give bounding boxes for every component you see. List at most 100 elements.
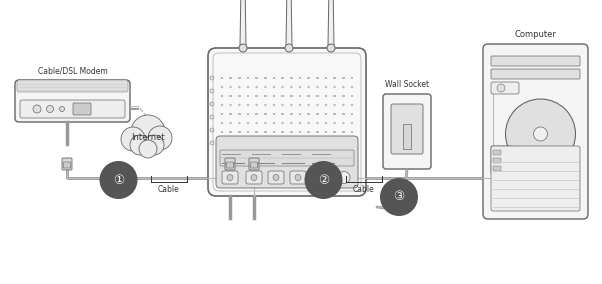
FancyBboxPatch shape	[383, 94, 431, 169]
Bar	[308, 77, 310, 79]
Bar	[273, 167, 275, 169]
Bar	[342, 113, 344, 115]
Circle shape	[316, 176, 318, 178]
Circle shape	[130, 135, 150, 155]
FancyBboxPatch shape	[73, 103, 91, 115]
Bar	[325, 113, 327, 115]
Bar	[238, 131, 241, 133]
Bar	[316, 149, 318, 151]
Circle shape	[334, 104, 336, 106]
Bar	[255, 131, 258, 133]
Polygon shape	[328, 0, 334, 45]
Circle shape	[229, 104, 232, 106]
FancyBboxPatch shape	[220, 150, 354, 166]
Circle shape	[273, 174, 279, 181]
Text: Cable: Cable	[158, 185, 179, 194]
FancyBboxPatch shape	[493, 166, 501, 171]
Bar	[264, 167, 267, 169]
Bar	[308, 149, 310, 151]
Bar	[247, 131, 249, 133]
Circle shape	[264, 122, 267, 124]
Bar	[290, 149, 293, 151]
Circle shape	[285, 44, 293, 52]
Bar	[282, 131, 284, 133]
Circle shape	[316, 86, 318, 88]
Circle shape	[282, 176, 284, 178]
Circle shape	[247, 158, 249, 160]
Bar	[247, 149, 249, 151]
FancyBboxPatch shape	[250, 162, 258, 168]
Circle shape	[325, 158, 327, 160]
Circle shape	[316, 158, 318, 160]
Circle shape	[264, 140, 267, 142]
Circle shape	[210, 102, 214, 106]
Circle shape	[334, 122, 336, 124]
Circle shape	[299, 140, 301, 142]
Circle shape	[290, 158, 293, 160]
Text: ③: ③	[393, 191, 405, 204]
Circle shape	[299, 122, 301, 124]
Bar	[308, 113, 310, 115]
FancyBboxPatch shape	[493, 158, 501, 163]
Circle shape	[295, 174, 301, 181]
Bar	[334, 167, 336, 169]
Bar	[238, 149, 241, 151]
Text: ①: ①	[113, 174, 124, 187]
Bar	[282, 113, 284, 115]
FancyBboxPatch shape	[491, 82, 519, 94]
Circle shape	[316, 104, 318, 106]
Circle shape	[316, 140, 318, 142]
Bar	[282, 77, 284, 79]
Bar	[264, 149, 267, 151]
Bar	[221, 149, 223, 151]
Bar	[299, 95, 301, 97]
Circle shape	[327, 44, 335, 52]
FancyBboxPatch shape	[63, 162, 70, 168]
Circle shape	[139, 140, 157, 158]
Circle shape	[290, 176, 293, 178]
Circle shape	[282, 104, 284, 106]
Circle shape	[210, 128, 214, 132]
Bar	[247, 95, 249, 97]
Bar	[273, 77, 275, 79]
Circle shape	[238, 122, 241, 124]
FancyBboxPatch shape	[226, 162, 234, 168]
Circle shape	[273, 122, 275, 124]
Bar	[342, 131, 344, 133]
Bar	[351, 131, 353, 133]
Circle shape	[229, 140, 232, 142]
Circle shape	[351, 122, 353, 124]
Bar	[299, 113, 301, 115]
Circle shape	[334, 176, 336, 178]
Bar	[290, 131, 293, 133]
Circle shape	[299, 86, 301, 88]
Circle shape	[247, 122, 249, 124]
Circle shape	[308, 140, 310, 142]
Circle shape	[273, 140, 275, 142]
Bar	[351, 113, 353, 115]
Circle shape	[238, 104, 241, 106]
Circle shape	[255, 158, 258, 160]
Circle shape	[210, 76, 214, 80]
FancyBboxPatch shape	[15, 80, 130, 122]
Circle shape	[229, 86, 232, 88]
Bar	[238, 95, 241, 97]
Bar	[334, 77, 336, 79]
FancyBboxPatch shape	[62, 158, 72, 170]
Circle shape	[533, 127, 547, 141]
Bar	[229, 95, 232, 97]
Circle shape	[273, 158, 275, 160]
Text: Wall Socket: Wall Socket	[385, 80, 429, 89]
Circle shape	[290, 122, 293, 124]
Bar	[290, 113, 293, 115]
Bar	[334, 149, 336, 151]
Text: ①: ①	[113, 174, 124, 187]
Circle shape	[144, 135, 164, 155]
Circle shape	[325, 104, 327, 106]
Bar	[316, 95, 318, 97]
FancyBboxPatch shape	[391, 104, 423, 154]
Circle shape	[229, 176, 232, 178]
Circle shape	[255, 86, 258, 88]
Bar	[334, 113, 336, 115]
Bar	[247, 77, 249, 79]
